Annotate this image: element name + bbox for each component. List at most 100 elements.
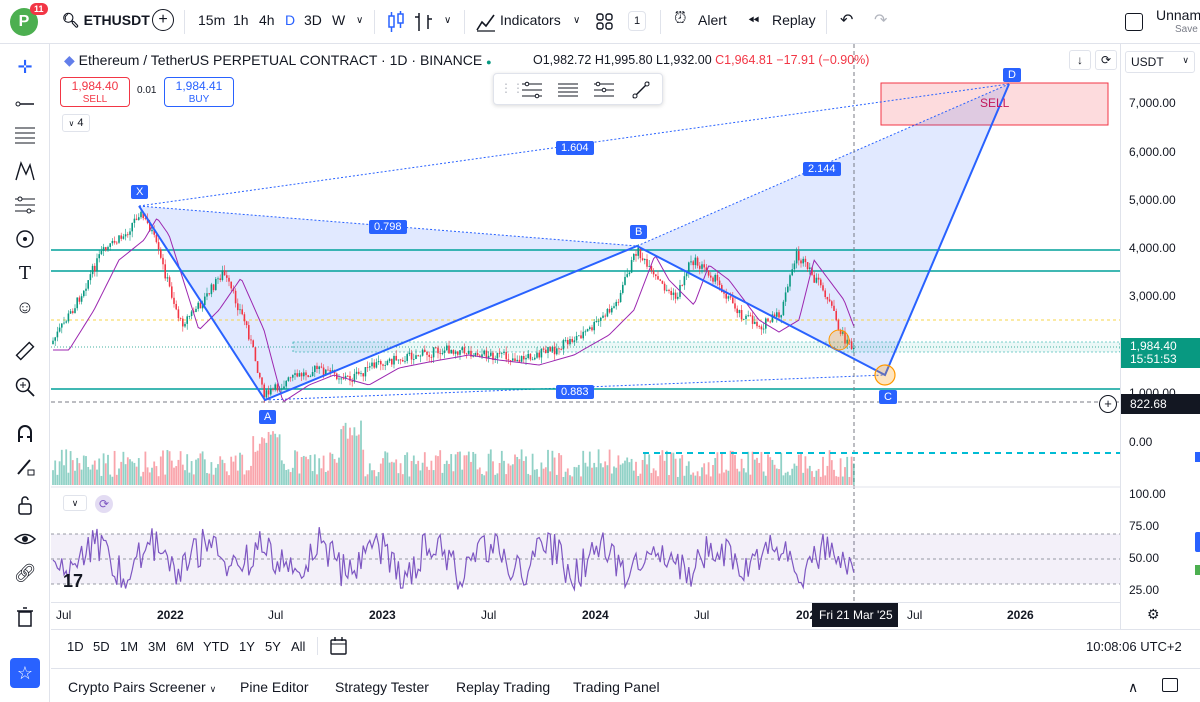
price-axis[interactable]: USDT ∨ 7,000.00 6,000.00 5,000.00 4,000.0… — [1099, 44, 1200, 629]
trend-line-tool-icon[interactable] — [630, 79, 652, 101]
goto-date-icon[interactable] — [329, 636, 349, 656]
indicators-collapse[interactable]: ∨ 4 — [62, 114, 90, 132]
projection-levels-icon[interactable] — [592, 80, 616, 100]
candles-chart-type-icon[interactable] — [386, 11, 406, 33]
eye-icon[interactable] — [12, 526, 38, 552]
time-axis[interactable]: Jul 2022 Jul 2023 Jul 2024 Jul 202 Jul 2… — [51, 602, 1160, 628]
price-chart[interactable]: 17 — [51, 44, 1120, 602]
pattern-point-d[interactable]: D — [1003, 68, 1021, 82]
chart-pane[interactable]: 17 X A B C D 1.604 0.798 2.144 0.883 SEL… — [51, 44, 1120, 629]
range-6m[interactable]: 6M — [176, 639, 195, 654]
candle-body — [569, 339, 571, 345]
tab-trading-panel[interactable]: Trading Panel — [573, 679, 660, 695]
candle-body — [184, 323, 186, 327]
pattern-point-a[interactable]: A — [259, 410, 277, 424]
layout-square-icon[interactable] — [1125, 13, 1143, 31]
pattern-point-b[interactable]: B — [630, 225, 648, 239]
replay-button[interactable]: Replay — [772, 12, 816, 28]
rsi-refresh-icon[interactable]: ⟳ — [95, 495, 113, 513]
interval-4h[interactable]: 4h — [259, 12, 275, 28]
link-icon[interactable]: 🔗︎ — [13, 562, 37, 583]
volume-bar — [626, 457, 629, 485]
buy-button[interactable]: 1,984.41 BUY — [164, 77, 234, 107]
volume-bar — [406, 452, 409, 485]
ruler-icon[interactable] — [12, 338, 38, 364]
compare-add-icon[interactable]: + — [152, 9, 174, 31]
channel-icon[interactable] — [556, 80, 580, 100]
lock-icon[interactable] — [12, 492, 38, 518]
drag-handle-icon[interactable]: ⋮⋮ — [500, 81, 524, 95]
volume-bar — [254, 451, 257, 485]
pattern-point-c[interactable]: C — [879, 390, 897, 404]
pattern-point-x[interactable]: X — [131, 185, 149, 199]
range-ytd[interactable]: YTD — [203, 639, 229, 654]
chevron-up-icon[interactable]: ∧ — [1128, 679, 1139, 695]
symbol-legend[interactable]: ◆ Ethereum / TetherUS PERPETUAL CONTRACT… — [64, 52, 492, 68]
range-5d[interactable]: 5D — [93, 639, 110, 654]
interval-w[interactable]: W — [332, 12, 346, 28]
pattern-icon[interactable] — [12, 158, 38, 184]
candle-body — [727, 296, 730, 299]
chevron-down-icon[interactable]: ∨ — [63, 495, 87, 511]
watchlist-star-icon[interactable]: ☆ — [10, 658, 40, 688]
user-avatar[interactable]: P 11 — [10, 3, 48, 36]
crosshair-icon[interactable]: ✛ — [17, 56, 33, 77]
interval-1h[interactable]: 1h — [233, 12, 249, 28]
volume-bar — [751, 451, 754, 485]
brush-icon[interactable] — [12, 226, 38, 252]
interval-15m[interactable]: 15m — [198, 12, 226, 28]
rsi-tick: 75.00 — [1129, 519, 1160, 533]
tab-strategy-tester[interactable]: Strategy Tester — [335, 679, 429, 695]
trend-line-icon[interactable] — [12, 90, 38, 116]
clock-timezone[interactable]: 10:08:06 UTC+2 — [1086, 639, 1182, 654]
alert-button[interactable]: Alert — [698, 12, 727, 28]
candle-body — [806, 262, 809, 270]
symbol-search[interactable]: 🔍︎ ETHUSDT — [62, 12, 150, 28]
fib-retracement-icon[interactable] — [12, 122, 38, 148]
tab-replay-trading[interactable]: Replay Trading — [456, 679, 551, 695]
settings-gear-icon[interactable]: ⚙︎ — [1147, 606, 1160, 622]
layout-name[interactable]: Unname — [1156, 7, 1200, 23]
emoji-icon[interactable]: ☺ — [15, 296, 35, 317]
save-label[interactable]: Save — [1175, 24, 1198, 35]
download-arrow-icon[interactable]: ↓ — [1069, 50, 1091, 70]
range-1d[interactable]: 1D — [67, 639, 84, 654]
range-5y[interactable]: 5Y — [265, 639, 281, 654]
range-1m[interactable]: 1M — [120, 639, 139, 654]
pencil-lock-icon[interactable] — [12, 454, 38, 480]
sell-button[interactable]: 1,984.40 SELL — [60, 77, 130, 107]
currency-selector[interactable]: USDT ∨ — [1125, 51, 1195, 73]
indicators-button[interactable]: Indicators — [500, 12, 561, 28]
bars-chart-type-icon[interactable] — [414, 11, 434, 33]
layout-count[interactable]: 1 — [628, 11, 646, 31]
layout-grid-icon[interactable] — [596, 13, 614, 31]
tab-crypto-screener[interactable]: Crypto Pairs Screener ∨ — [68, 679, 217, 695]
redo-icon[interactable]: ↷ — [874, 12, 888, 29]
interval-d[interactable]: D — [285, 12, 296, 28]
range-all[interactable]: All — [291, 639, 306, 654]
volume-bar — [828, 450, 831, 485]
add-price-alert-icon[interactable]: + — [1099, 395, 1117, 413]
text-icon[interactable]: T — [18, 262, 31, 284]
refresh-icon[interactable]: ⟳ — [1095, 50, 1117, 70]
undo-icon[interactable]: ↶ — [840, 12, 854, 29]
volume-bar — [736, 468, 739, 485]
magnet-icon[interactable] — [12, 420, 38, 446]
candle-body — [340, 378, 342, 380]
tab-pine-editor[interactable]: Pine Editor — [240, 679, 309, 695]
chevron-down-icon[interactable]: ∨ — [444, 15, 452, 26]
fib-levels-icon[interactable] — [520, 80, 544, 100]
volume-bar — [573, 466, 576, 485]
projection-icon[interactable] — [12, 192, 38, 218]
volume-bar — [553, 457, 556, 485]
range-3m[interactable]: 3M — [148, 639, 167, 654]
volume-bar — [514, 454, 516, 485]
trash-icon[interactable] — [12, 604, 38, 630]
chevron-down-icon[interactable]: ∨ — [573, 15, 581, 26]
maximize-icon[interactable] — [1162, 678, 1178, 692]
range-1y[interactable]: 1Y — [239, 639, 255, 654]
chevron-down-icon[interactable]: ∨ — [356, 15, 364, 26]
zoom-in-icon[interactable] — [12, 374, 38, 400]
interval-3d[interactable]: 3D — [304, 12, 322, 28]
xabcd-pattern-lines[interactable] — [138, 83, 1010, 402]
